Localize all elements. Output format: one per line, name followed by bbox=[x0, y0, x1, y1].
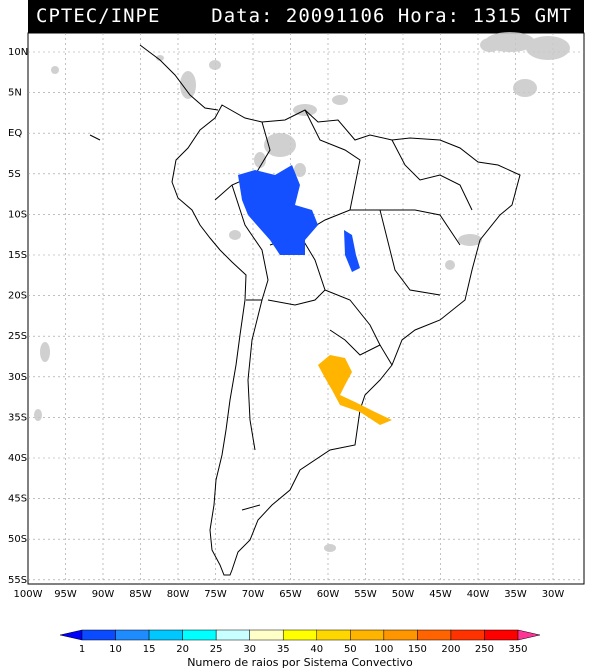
legend-swatch bbox=[148, 629, 183, 641]
map-frame bbox=[27, 32, 585, 585]
legend-swatch bbox=[115, 629, 150, 641]
legend-swatch bbox=[417, 629, 452, 641]
legend-swatch bbox=[350, 629, 385, 641]
legend-tick: 100 bbox=[374, 644, 393, 655]
legend-tick: 200 bbox=[441, 644, 460, 655]
legend-swatch bbox=[81, 629, 116, 641]
latitude-label: EQ bbox=[8, 128, 22, 139]
longitude-label: 35W bbox=[504, 589, 527, 600]
longitude-label: 85W bbox=[129, 589, 152, 600]
longitude-label: 50W bbox=[392, 589, 415, 600]
longitude-label: 95W bbox=[54, 589, 77, 600]
latitude-label: 10N bbox=[8, 47, 28, 58]
longitude-label: 80W bbox=[167, 589, 190, 600]
latitude-label: 55S bbox=[8, 575, 27, 586]
legend-swatch bbox=[182, 629, 217, 641]
longitude-label: 65W bbox=[279, 589, 302, 600]
latitude-label: 30S bbox=[8, 372, 27, 383]
longitude-label: 30W bbox=[542, 589, 565, 600]
legend-arrow-right bbox=[517, 629, 541, 641]
graticule bbox=[28, 33, 584, 584]
legend-tick: 15 bbox=[143, 644, 156, 655]
legend-swatch bbox=[450, 629, 485, 641]
latitude-label: 25S bbox=[8, 331, 27, 342]
legend-tick: 30 bbox=[243, 644, 256, 655]
latitude-labels: 10N 5N EQ 5S 10S 15S 20S 25S 30S 35S 40S 45S 50S 55S bbox=[8, 47, 28, 586]
longitude-label: 90W bbox=[92, 589, 115, 600]
longitude-label: 70W bbox=[242, 589, 265, 600]
datetime-label: Data: 20091106 Hora: 1315 GMT bbox=[211, 5, 572, 27]
legend-tick: 250 bbox=[475, 644, 494, 655]
legend-swatch bbox=[316, 629, 351, 641]
legend-tick: 150 bbox=[408, 644, 427, 655]
legend-tick: 25 bbox=[210, 644, 223, 655]
legend-tick: 10 bbox=[109, 644, 122, 655]
convective-system-orange bbox=[318, 355, 392, 425]
legend-colorbar bbox=[59, 629, 541, 641]
latitude-label: 50S bbox=[8, 534, 27, 545]
longitude-label: 100W bbox=[14, 589, 43, 600]
legend-swatch bbox=[282, 629, 318, 641]
legend-tick: 1 bbox=[79, 644, 85, 655]
source-label: CPTEC/INPE bbox=[36, 5, 161, 27]
legend-tick: 50 bbox=[344, 644, 357, 655]
longitude-label: 40W bbox=[467, 589, 490, 600]
legend-swatch bbox=[249, 629, 284, 641]
latitude-label: 40S bbox=[8, 453, 27, 464]
legend-swatch bbox=[484, 629, 519, 641]
legend-tick: 40 bbox=[310, 644, 323, 655]
legend-tick: 20 bbox=[176, 644, 189, 655]
legend-arrow-left bbox=[59, 629, 83, 641]
legend-title: Numero de raios por Sistema Convectivo bbox=[187, 656, 413, 669]
longitude-label: 55W bbox=[354, 589, 377, 600]
legend-swatch bbox=[215, 629, 250, 641]
legend-tick: 35 bbox=[277, 644, 290, 655]
latitude-label: 20S bbox=[8, 291, 27, 302]
convective-system-blue bbox=[238, 165, 360, 272]
longitude-label: 45W bbox=[429, 589, 452, 600]
latitude-label: 15S bbox=[8, 250, 27, 261]
latitude-label: 45S bbox=[8, 494, 27, 505]
latitude-label: 10S bbox=[8, 209, 27, 220]
map-header: CPTEC/INPE Data: 20091106 Hora: 1315 GMT bbox=[28, 0, 584, 33]
legend-tick: 350 bbox=[508, 644, 527, 655]
latitude-label: 35S bbox=[8, 412, 27, 423]
latitude-label: 5N bbox=[8, 88, 22, 99]
longitude-label: 75W bbox=[204, 589, 227, 600]
longitude-label: 60W bbox=[317, 589, 340, 600]
legend-swatch bbox=[383, 629, 418, 641]
longitude-labels: 100W 95W 90W 85W 80W 75W 70W 65W 60W 55W 50W 45W 40W… bbox=[14, 589, 565, 600]
latitude-label: 5S bbox=[8, 169, 21, 180]
cloud-patches bbox=[34, 32, 570, 552]
legend-tick-labels: 1 10 15 20 25 30 35 40 50 100 150 200 250 350 bbox=[79, 644, 528, 655]
